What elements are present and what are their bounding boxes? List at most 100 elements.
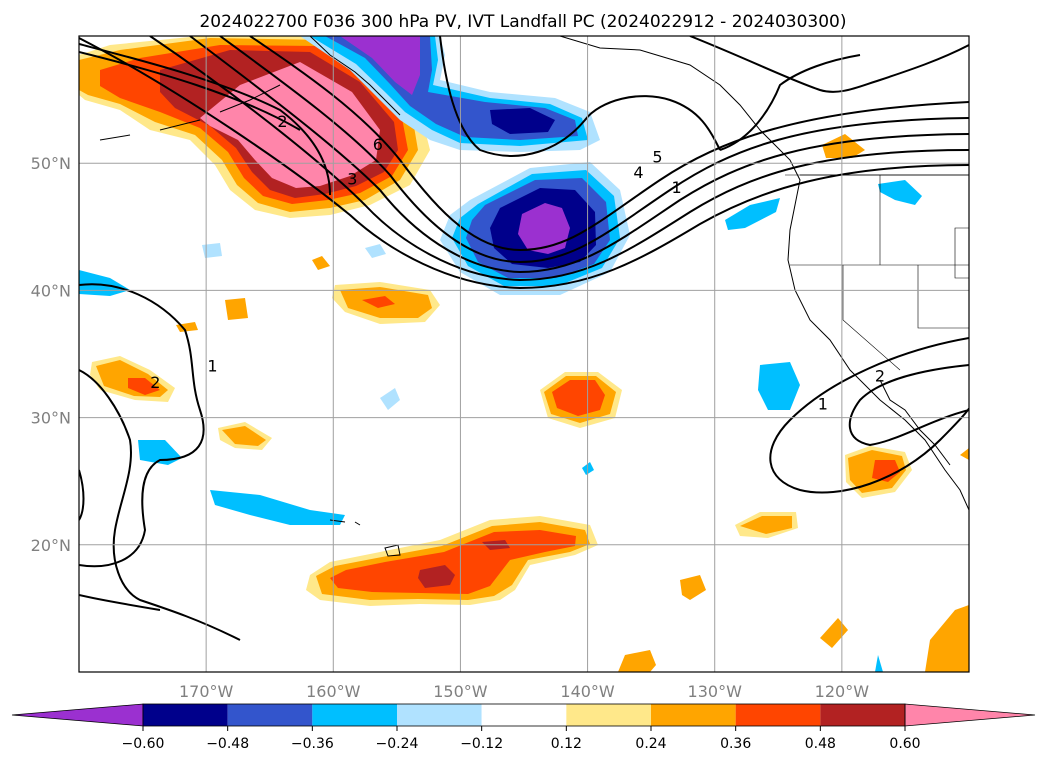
- canada-border: [800, 100, 969, 176]
- colorbar-tick-label: −0.24: [376, 736, 419, 752]
- contour-north-loop: [439, 36, 721, 157]
- negative-anomaly-spot-9: [380, 388, 400, 410]
- contour-value-label: 2: [875, 366, 885, 385]
- colorbar-frame: [142, 703, 906, 727]
- positive-anomaly-spot-2-core: [552, 380, 605, 416]
- contour-6: [249, 36, 969, 252]
- latitude-tick-label: 50°N: [31, 154, 71, 173]
- positive-anomaly-spot-4-inner: [222, 426, 266, 446]
- contour-3: [149, 36, 969, 282]
- contour-north-east: [719, 54, 861, 151]
- contour-value-label: 1: [818, 394, 828, 413]
- positive-anomaly-spot-6: [312, 256, 330, 270]
- latitude-tick-label: 40°N: [31, 281, 71, 300]
- negative-anomaly-trough-060: [518, 203, 570, 254]
- contour-4: [189, 36, 969, 274]
- colorbar-tick-label: −0.12: [460, 736, 503, 752]
- colorbar-segment: [481, 704, 567, 726]
- longitude-tick-label: 170°W: [179, 682, 234, 701]
- positive-anomaly-spot-5: [225, 298, 248, 320]
- positive-anomaly-spot-9-core: [872, 460, 900, 482]
- negative-anomaly-spot-1: [725, 198, 780, 230]
- colorbar-tick-label: 0.24: [635, 736, 666, 752]
- contour-1-northeast: [689, 36, 969, 93]
- latitude-tick-label: 30°N: [31, 409, 71, 428]
- positive-anomaly-spot-16: [960, 448, 969, 460]
- colorbar-min-extension: [11, 703, 144, 727]
- negative-anomaly-north-060: [340, 36, 420, 95]
- colorbar-tick-label: 0.48: [805, 736, 836, 752]
- contour-value-label: 6: [373, 135, 383, 154]
- positive-anomaly-spot-3-core: [128, 378, 160, 395]
- colorbar-tick-label: −0.36: [291, 736, 334, 752]
- contour-value-label: 3: [347, 169, 357, 188]
- negative-anomaly-spot-8: [365, 244, 386, 258]
- pv-contours: [79, 36, 969, 641]
- negative-anomaly-spot-2: [758, 362, 800, 410]
- colorbar-segment: [651, 704, 736, 726]
- colorbar-segment: [312, 704, 397, 726]
- colorbar-segment: [397, 704, 482, 726]
- aleutian-islands: [99, 84, 281, 141]
- positive-anomaly-spot-14: [925, 605, 969, 672]
- negative-anomaly-spot-7: [202, 243, 222, 258]
- negative-anomaly-spot-3: [878, 180, 922, 205]
- contour-west-4: [79, 469, 85, 521]
- colorbar-tick-label: −0.60: [122, 736, 165, 752]
- positive-anomaly-spot-hawaii-036: [330, 530, 576, 594]
- baja-coastline: [879, 379, 951, 466]
- state-border-5: [842, 265, 901, 371]
- longitude-tick-label: 160°W: [306, 682, 361, 701]
- contour-value-label: 2: [277, 112, 287, 131]
- contour-west-3: [79, 594, 161, 611]
- contour-east-2: [848, 364, 969, 447]
- state-border-4: [917, 265, 969, 329]
- hawaii-islands: [329, 519, 401, 557]
- contour-east-1: [769, 337, 969, 494]
- colorbar-segment: [820, 704, 905, 726]
- contour-2: [79, 37, 969, 290]
- graticule: [79, 36, 969, 672]
- longitude-tick-label: 150°W: [433, 682, 488, 701]
- positive-anomaly-spot-11: [822, 134, 865, 158]
- positive-anomaly-spot-13: [820, 618, 848, 648]
- contour-5: [219, 36, 969, 264]
- contour-value-label: 4: [633, 163, 643, 182]
- map-frame: [78, 35, 970, 673]
- contour-value-label: 1: [671, 178, 681, 197]
- negative-anomaly-spot-4: [210, 490, 345, 525]
- negative-anomaly-spot-6: [79, 270, 130, 296]
- colorbar-segment: [143, 704, 228, 726]
- figure-title: 2024022700 F036 300 hPa PV, IVT Landfall…: [199, 12, 846, 32]
- positive-anomaly-spot-15: [618, 650, 656, 672]
- contour-west-1: [79, 283, 205, 568]
- longitude-tick-label: 130°W: [688, 682, 743, 701]
- positive-anomaly-spot-10-inner: [740, 516, 792, 534]
- state-border-6: [954, 227, 969, 279]
- colorbar-tick-label: 0.36: [720, 736, 751, 752]
- longitude-labels: 170°W 160°W 150°W 140°W 130°W 120°W: [179, 682, 869, 701]
- positive-anomaly-spot-12: [680, 575, 706, 600]
- contour-value-label: 5: [652, 148, 662, 167]
- latitude-tick-label: 20°N: [31, 536, 71, 555]
- positive-anomaly-spot-1-core: [362, 296, 395, 308]
- colorbar-segment: [735, 704, 821, 726]
- colorbar-tick-label: 0.12: [551, 736, 582, 752]
- alaska-coastline: [309, 36, 401, 116]
- colorbar-tick-label: 0.60: [889, 736, 920, 752]
- colorbar-max-extension: [904, 703, 1036, 727]
- contour-value-label: 2: [150, 373, 160, 392]
- positive-anomaly-spot-hawaii-048: [418, 540, 510, 588]
- longitude-tick-label: 120°W: [815, 682, 870, 701]
- contour-west-2: [79, 369, 241, 641]
- colorbar-segment: [566, 704, 651, 726]
- latitude-labels: 50°N 40°N 30°N 20°N: [31, 154, 71, 555]
- colorbar: −0.60 −0.48 −0.36 −0.24 −0.12 0.12 0.24 0.36 0.4…: [11, 703, 1036, 752]
- contour-value-label: 1: [207, 356, 217, 375]
- colorbar-segment: [227, 704, 313, 726]
- contour-alaska-2: [79, 43, 331, 196]
- colorbar-tick-label: −0.48: [206, 736, 249, 752]
